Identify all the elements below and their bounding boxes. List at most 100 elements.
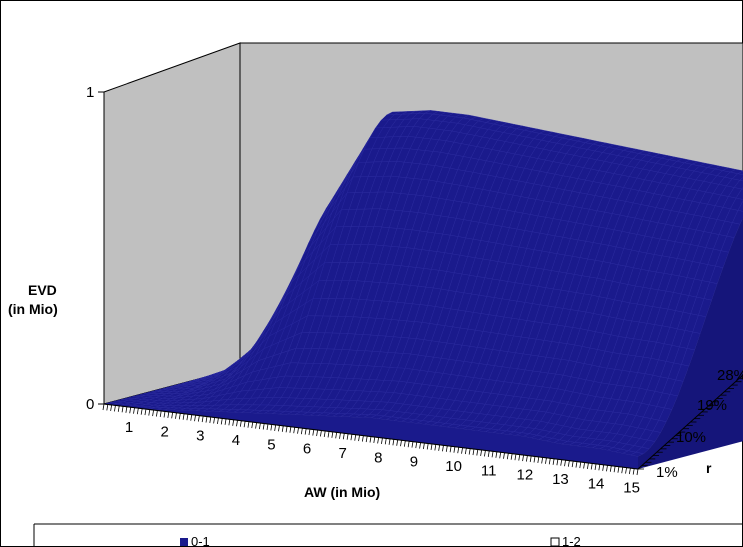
- x-minor-tick: [537, 456, 540, 463]
- x-minor-tick: [175, 412, 177, 419]
- x-minor-tick: [228, 419, 231, 426]
- x-minor-tick: [213, 417, 216, 424]
- x-minor-tick: [411, 441, 414, 448]
- x-minor-tick: [430, 443, 433, 450]
- x-tick-label: 11: [481, 462, 497, 479]
- x-minor-tick: [342, 433, 345, 440]
- x-minor-tick: [106, 404, 109, 411]
- x-tick-label: 5: [267, 436, 275, 453]
- x-minor-tick: [579, 461, 582, 469]
- x-minor-tick: [117, 405, 120, 412]
- x-minor-tick: [346, 433, 349, 440]
- x-minor-tick: [278, 425, 280, 432]
- x-minor-tick: [514, 454, 517, 461]
- x-minor-tick: [426, 443, 429, 450]
- x-tick-label: 14: [588, 475, 605, 492]
- x-tick-label: 3: [196, 428, 204, 445]
- x-minor-tick: [197, 415, 200, 422]
- x-minor-tick: [583, 462, 585, 469]
- x-minor-tick: [518, 454, 521, 461]
- x-minor-tick: [419, 442, 421, 449]
- x-axis-tick-labels: 1 2 3 4 5 6 7 8 9 10 11 12 13 14 15: [125, 419, 640, 497]
- x-minor-tick: [266, 423, 269, 431]
- x-minor-tick: [510, 453, 513, 460]
- x-minor-tick: [190, 414, 193, 421]
- x-minor-tick: [144, 409, 147, 416]
- x-minor-tick: [503, 452, 505, 459]
- x-minor-tick: [632, 468, 635, 475]
- x-minor-tick: [625, 467, 627, 474]
- x-minor-tick: [125, 406, 128, 413]
- x-minor-tick: [316, 429, 318, 437]
- x-minor-tick: [163, 411, 166, 418]
- x-minor-tick: [525, 455, 528, 462]
- x-minor-tick: [442, 445, 444, 452]
- x-minor-tick: [289, 426, 292, 433]
- x-minor-tick: [403, 440, 406, 447]
- x-minor-tick: [159, 410, 162, 418]
- x-minor-tick: [396, 439, 399, 446]
- x-minor-tick: [445, 445, 448, 452]
- x-minor-tick: [247, 421, 250, 428]
- x-minor-tick: [392, 439, 395, 446]
- side-wall: [103, 42, 241, 405]
- z-tick-label-bottom: 0: [86, 396, 94, 413]
- x-minor-tick: [327, 431, 330, 438]
- x-minor-tick: [323, 430, 326, 437]
- x-minor-tick: [480, 449, 483, 457]
- x-minor-tick: [449, 446, 452, 453]
- x-minor-tick: [297, 427, 299, 434]
- y-tick-label: 19%: [697, 397, 727, 414]
- x-minor-tick: [522, 455, 524, 462]
- x-minor-tick: [114, 405, 116, 412]
- x-tick-label: 13: [552, 471, 569, 488]
- x-minor-tick: [186, 414, 189, 421]
- x-minor-tick: [621, 467, 624, 474]
- x-minor-tick: [438, 444, 441, 451]
- x-minor-tick: [136, 408, 139, 415]
- x-minor-tick: [381, 437, 383, 444]
- x-minor-tick: [468, 448, 471, 455]
- x-tick-label: 9: [410, 454, 418, 471]
- x-minor-tick: [350, 434, 353, 441]
- x-tick-label: 10: [445, 458, 462, 475]
- x-minor-tick: [594, 463, 597, 470]
- x-minor-tick: [407, 441, 410, 448]
- x-minor-tick: [167, 411, 170, 418]
- x-minor-tick: [102, 403, 105, 411]
- x-minor-tick: [129, 407, 132, 414]
- x-minor-tick: [217, 417, 219, 424]
- x-minor-tick: [548, 458, 551, 465]
- x-minor-tick: [140, 408, 143, 415]
- x-minor-tick: [587, 462, 589, 470]
- x-minor-tick: [361, 435, 364, 442]
- x-tick-label: 4: [232, 432, 240, 449]
- x-minor-tick: [156, 410, 158, 417]
- x-minor-tick: [628, 468, 631, 475]
- x-tick-label: 6: [303, 441, 311, 458]
- legend-swatch-1-2: [550, 537, 560, 547]
- x-minor-tick: [571, 461, 574, 468]
- x-minor-tick: [606, 465, 608, 472]
- x-minor-tick: [178, 413, 181, 420]
- x-minor-tick: [293, 427, 296, 434]
- y-axis-tick-labels: 1% 10% 19% 28%: [656, 367, 743, 481]
- x-minor-tick: [201, 416, 204, 423]
- x-minor-tick: [464, 448, 467, 455]
- x-minor-tick: [220, 418, 223, 425]
- x-minor-tick: [377, 437, 380, 444]
- legend-label-1-2: 1-2: [562, 534, 581, 547]
- x-axis-title: AW (in Mio): [304, 484, 380, 500]
- x-minor-tick: [339, 432, 341, 439]
- x-minor-tick: [258, 422, 261, 430]
- x-minor-tick: [262, 423, 265, 430]
- x-minor-tick: [232, 419, 235, 426]
- x-minor-tick: [300, 428, 303, 435]
- x-minor-tick: [331, 431, 334, 438]
- x-minor-tick: [194, 415, 196, 422]
- x-minor-tick: [617, 466, 620, 473]
- x-minor-tick: [243, 421, 246, 428]
- x-tick-label: 8: [374, 449, 382, 466]
- x-minor-tick: [133, 407, 135, 414]
